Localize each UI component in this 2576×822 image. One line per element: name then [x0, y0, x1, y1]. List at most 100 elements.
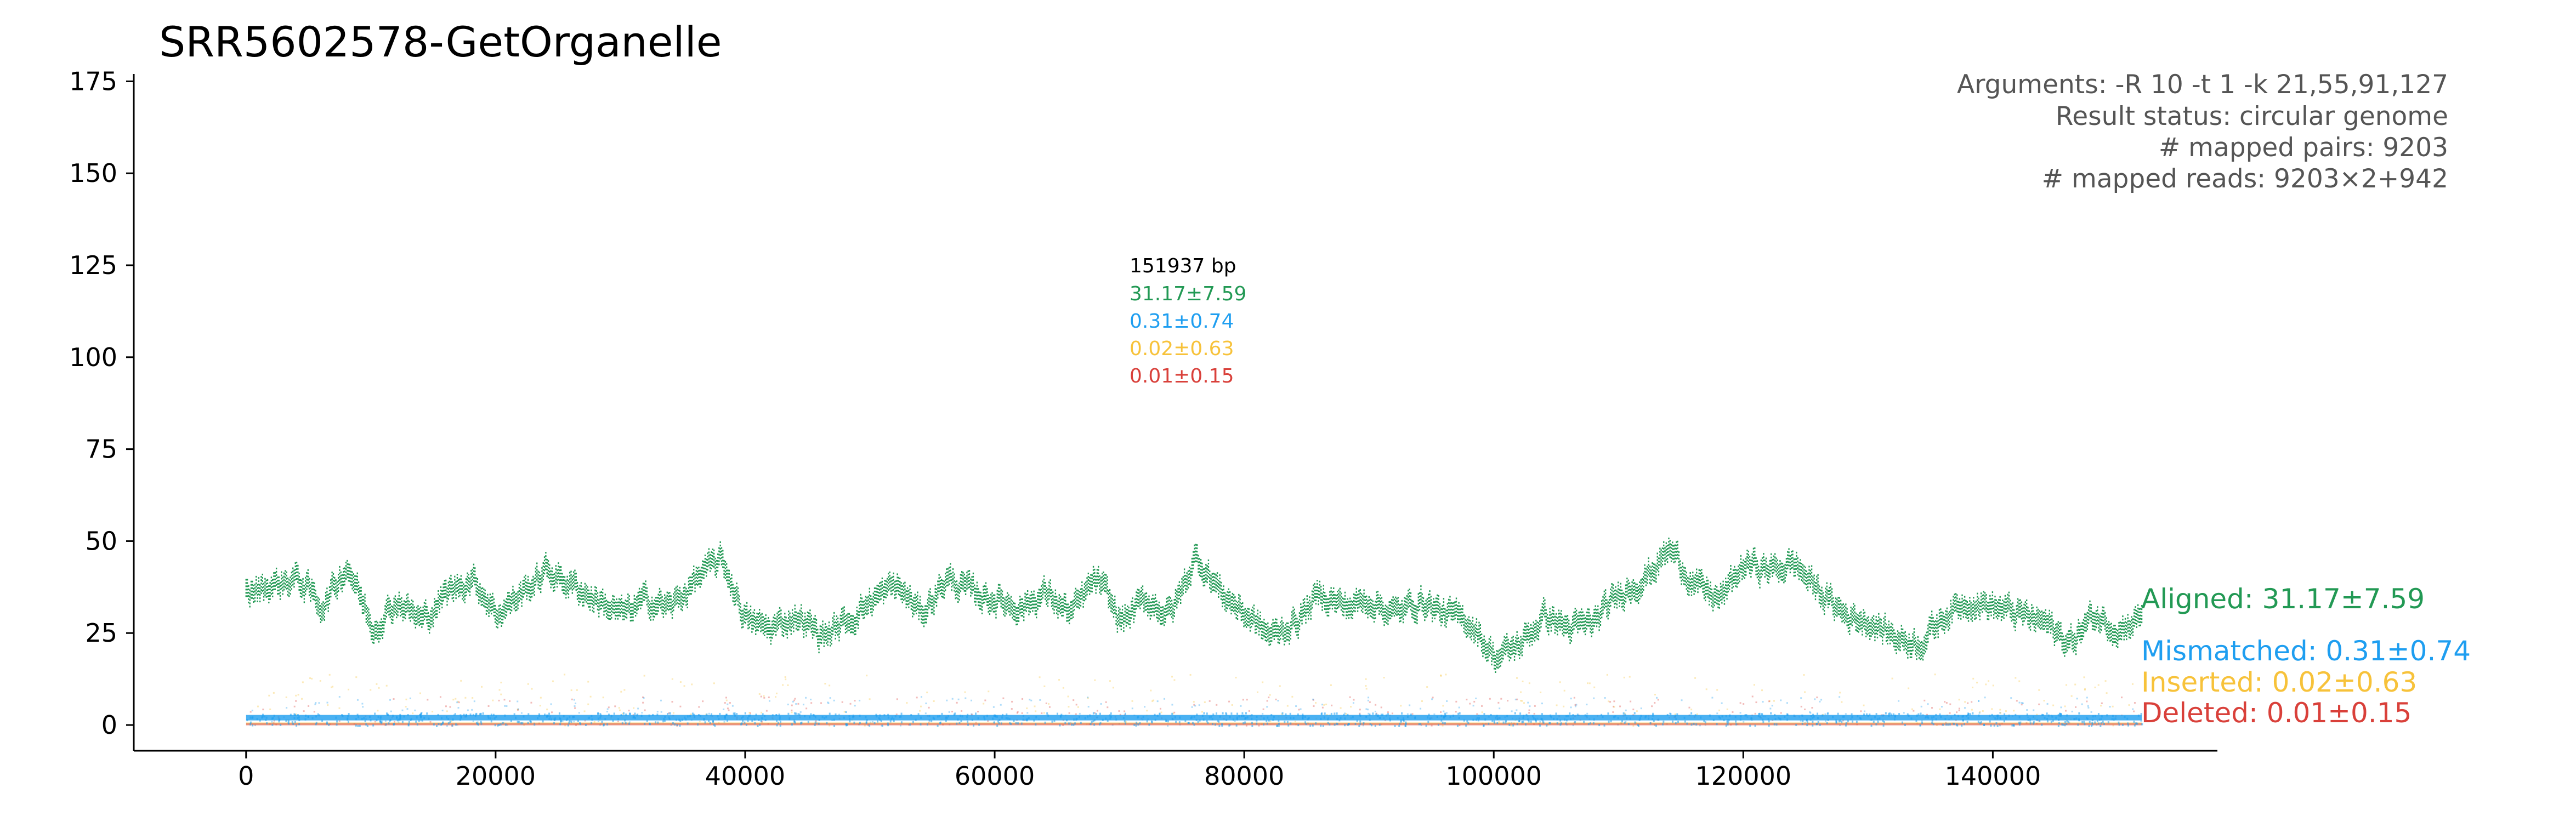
noise-point: [1411, 713, 1414, 715]
noise-point: [708, 712, 710, 715]
noise-point: [262, 709, 264, 711]
noise-point: [517, 708, 519, 710]
noise-point: [2016, 700, 2018, 702]
mismatch-point: [341, 714, 343, 717]
mismatch-point: [762, 713, 764, 716]
mismatch-point: [1336, 722, 1338, 725]
mismatch-point: [563, 715, 565, 718]
noise-point: [331, 686, 333, 688]
mismatch-point: [1622, 712, 1625, 715]
mismatch-point: [515, 716, 517, 719]
mismatch-point: [463, 713, 465, 716]
mismatch-point: [1026, 719, 1028, 722]
mismatch-point: [1767, 718, 1769, 721]
mismatch-point: [1222, 712, 1224, 715]
mismatch-point: [1690, 712, 1693, 715]
mismatch-point: [1238, 715, 1240, 718]
mismatch-point: [1251, 717, 1253, 720]
mismatch-point: [1369, 723, 1371, 726]
noise-point: [1632, 724, 1635, 727]
mismatch-point: [664, 716, 666, 718]
mismatch-point: [745, 723, 747, 726]
noise-point: [793, 699, 796, 701]
mismatch-point: [887, 713, 889, 716]
mismatch-point: [1017, 722, 1019, 725]
mismatch-point: [1425, 724, 1427, 727]
mismatch-point: [1990, 724, 1992, 727]
noise-point: [2066, 684, 2068, 686]
noise-point: [1898, 700, 1900, 702]
mismatch-point: [1512, 724, 1514, 727]
mismatch-point: [1723, 719, 1725, 722]
mismatch-point: [1496, 718, 1499, 721]
mismatch-point: [1348, 723, 1350, 726]
mismatch-point: [1334, 723, 1336, 726]
noise-point: [1688, 706, 1690, 709]
mismatch-point: [1939, 713, 1941, 716]
mismatch-point: [1394, 724, 1396, 727]
mismatch-point: [530, 721, 532, 723]
mismatch-point: [580, 723, 582, 726]
mismatch-point: [998, 722, 1000, 724]
mismatch-point: [1652, 712, 1654, 715]
noise-point: [1739, 702, 1741, 704]
mismatch-point: [1817, 721, 1819, 723]
mismatch-point: [1639, 717, 1642, 720]
mismatch-point: [1329, 723, 1331, 726]
mismatch-point: [2094, 721, 2096, 724]
noise-point: [1949, 703, 1951, 705]
mismatch-point: [971, 718, 973, 721]
mismatch-point: [1658, 718, 1660, 721]
mismatch-point: [1602, 716, 1604, 718]
mismatch-point: [2107, 721, 2109, 724]
mismatch-point: [265, 716, 268, 719]
noise-point: [1375, 704, 1377, 706]
mismatch-point: [1466, 720, 1468, 723]
noise-point: [1992, 684, 1994, 687]
noise-point: [427, 699, 429, 701]
mismatch-point: [1070, 723, 1073, 726]
mismatch-point: [1251, 724, 1253, 727]
mismatch-point: [1768, 724, 1770, 727]
mismatch-point: [379, 717, 382, 720]
mismatch-point: [1549, 722, 1551, 724]
info-mapped-pairs: # mapped pairs: 9203: [2159, 133, 2448, 163]
mismatch-point: [1949, 723, 1951, 726]
noise-point: [1820, 699, 1823, 701]
mismatch-point: [1287, 724, 1290, 727]
mismatch-point: [1225, 713, 1228, 716]
noise-point: [1769, 707, 1772, 710]
noise-point: [1257, 691, 1259, 693]
mismatch-point: [1505, 721, 1507, 724]
mismatch-point: [1770, 712, 1772, 715]
noise-point: [1321, 704, 1323, 706]
mismatch-point: [1165, 720, 1167, 722]
mismatch-point: [960, 715, 962, 717]
mismatch-point: [1399, 722, 1401, 725]
mismatch-point: [1137, 723, 1139, 726]
mismatch-point: [814, 721, 816, 724]
noise-point: [1286, 705, 1289, 707]
mismatch-point: [1944, 718, 1947, 721]
mismatch-point: [1570, 718, 1572, 721]
mismatch-point: [297, 717, 299, 720]
mismatch-point: [1136, 721, 1138, 724]
noise-point: [1431, 724, 1433, 727]
noise-point: [1431, 698, 1433, 700]
mismatch-point: [1592, 722, 1595, 724]
noise-point: [394, 721, 396, 723]
mismatch-point: [365, 723, 367, 726]
noise-point: [760, 695, 762, 698]
noise-point: [393, 698, 395, 700]
mismatch-point: [1786, 718, 1789, 721]
mismatch-point: [393, 723, 395, 726]
mismatch-point: [800, 722, 802, 725]
mismatch-point: [423, 716, 425, 719]
mismatch-point: [407, 723, 410, 726]
noise-point: [481, 686, 483, 688]
noise-point: [1800, 705, 1802, 707]
noise-point: [1321, 706, 1324, 709]
center-mismatched-stat: 0.31±0.74: [1130, 310, 1234, 333]
mismatch-point: [559, 723, 561, 726]
mismatch-point: [1135, 724, 1137, 727]
